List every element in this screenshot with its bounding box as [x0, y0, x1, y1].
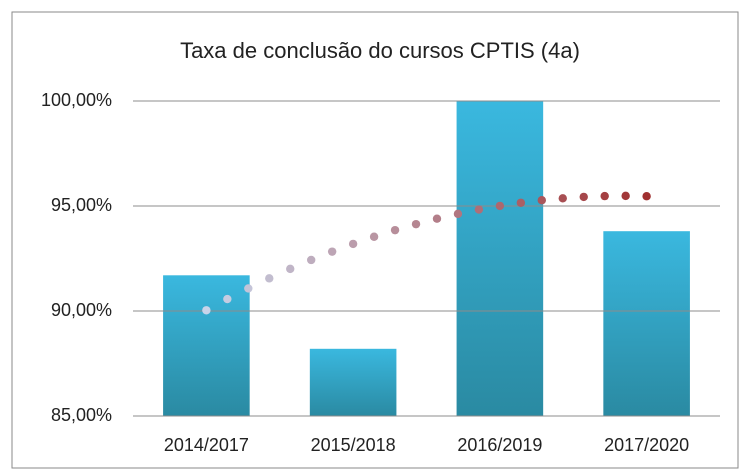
- trendline-dot: [516, 198, 526, 207]
- trendline-dot: [537, 196, 547, 205]
- trendline-dot: [432, 214, 442, 223]
- bar: [603, 231, 690, 416]
- x-tick-label: 2014/2017: [164, 435, 249, 455]
- trendline-dot: [348, 239, 358, 249]
- x-tick-label: 2016/2019: [457, 435, 542, 455]
- x-tick-label: 2017/2020: [604, 435, 689, 455]
- chart-title: Taxa de conclusão do cursos CPTIS (4a): [180, 38, 580, 63]
- trendline-dot: [202, 306, 211, 315]
- trendline-dot: [286, 264, 295, 274]
- trendline-dot: [474, 205, 484, 214]
- trendline-dot: [600, 191, 609, 201]
- bar: [309, 348, 397, 416]
- trendline-dot: [306, 255, 316, 265]
- trendline-dot: [642, 192, 651, 201]
- trendline-dot: [495, 201, 505, 211]
- trendline-dot: [327, 247, 337, 256]
- trendline-dot: [411, 219, 421, 229]
- trendline-dot: [369, 232, 379, 241]
- bar: [163, 275, 250, 416]
- trendline-dot: [265, 274, 274, 283]
- trendline-dot: [390, 225, 400, 235]
- bar: [456, 101, 544, 416]
- trendline-dot: [453, 209, 463, 219]
- y-tick-label: 100,00%: [41, 90, 112, 110]
- trendline-dot: [223, 294, 232, 304]
- y-tick-label: 90,00%: [51, 300, 112, 320]
- trendline-dot: [621, 191, 630, 201]
- trendline-dot: [579, 192, 588, 202]
- x-tick-label: 2015/2018: [311, 435, 396, 455]
- trendline-dot: [244, 284, 253, 293]
- y-tick-label: 85,00%: [51, 405, 112, 425]
- y-tick-label: 95,00%: [51, 195, 112, 215]
- trendline-dot: [558, 194, 567, 203]
